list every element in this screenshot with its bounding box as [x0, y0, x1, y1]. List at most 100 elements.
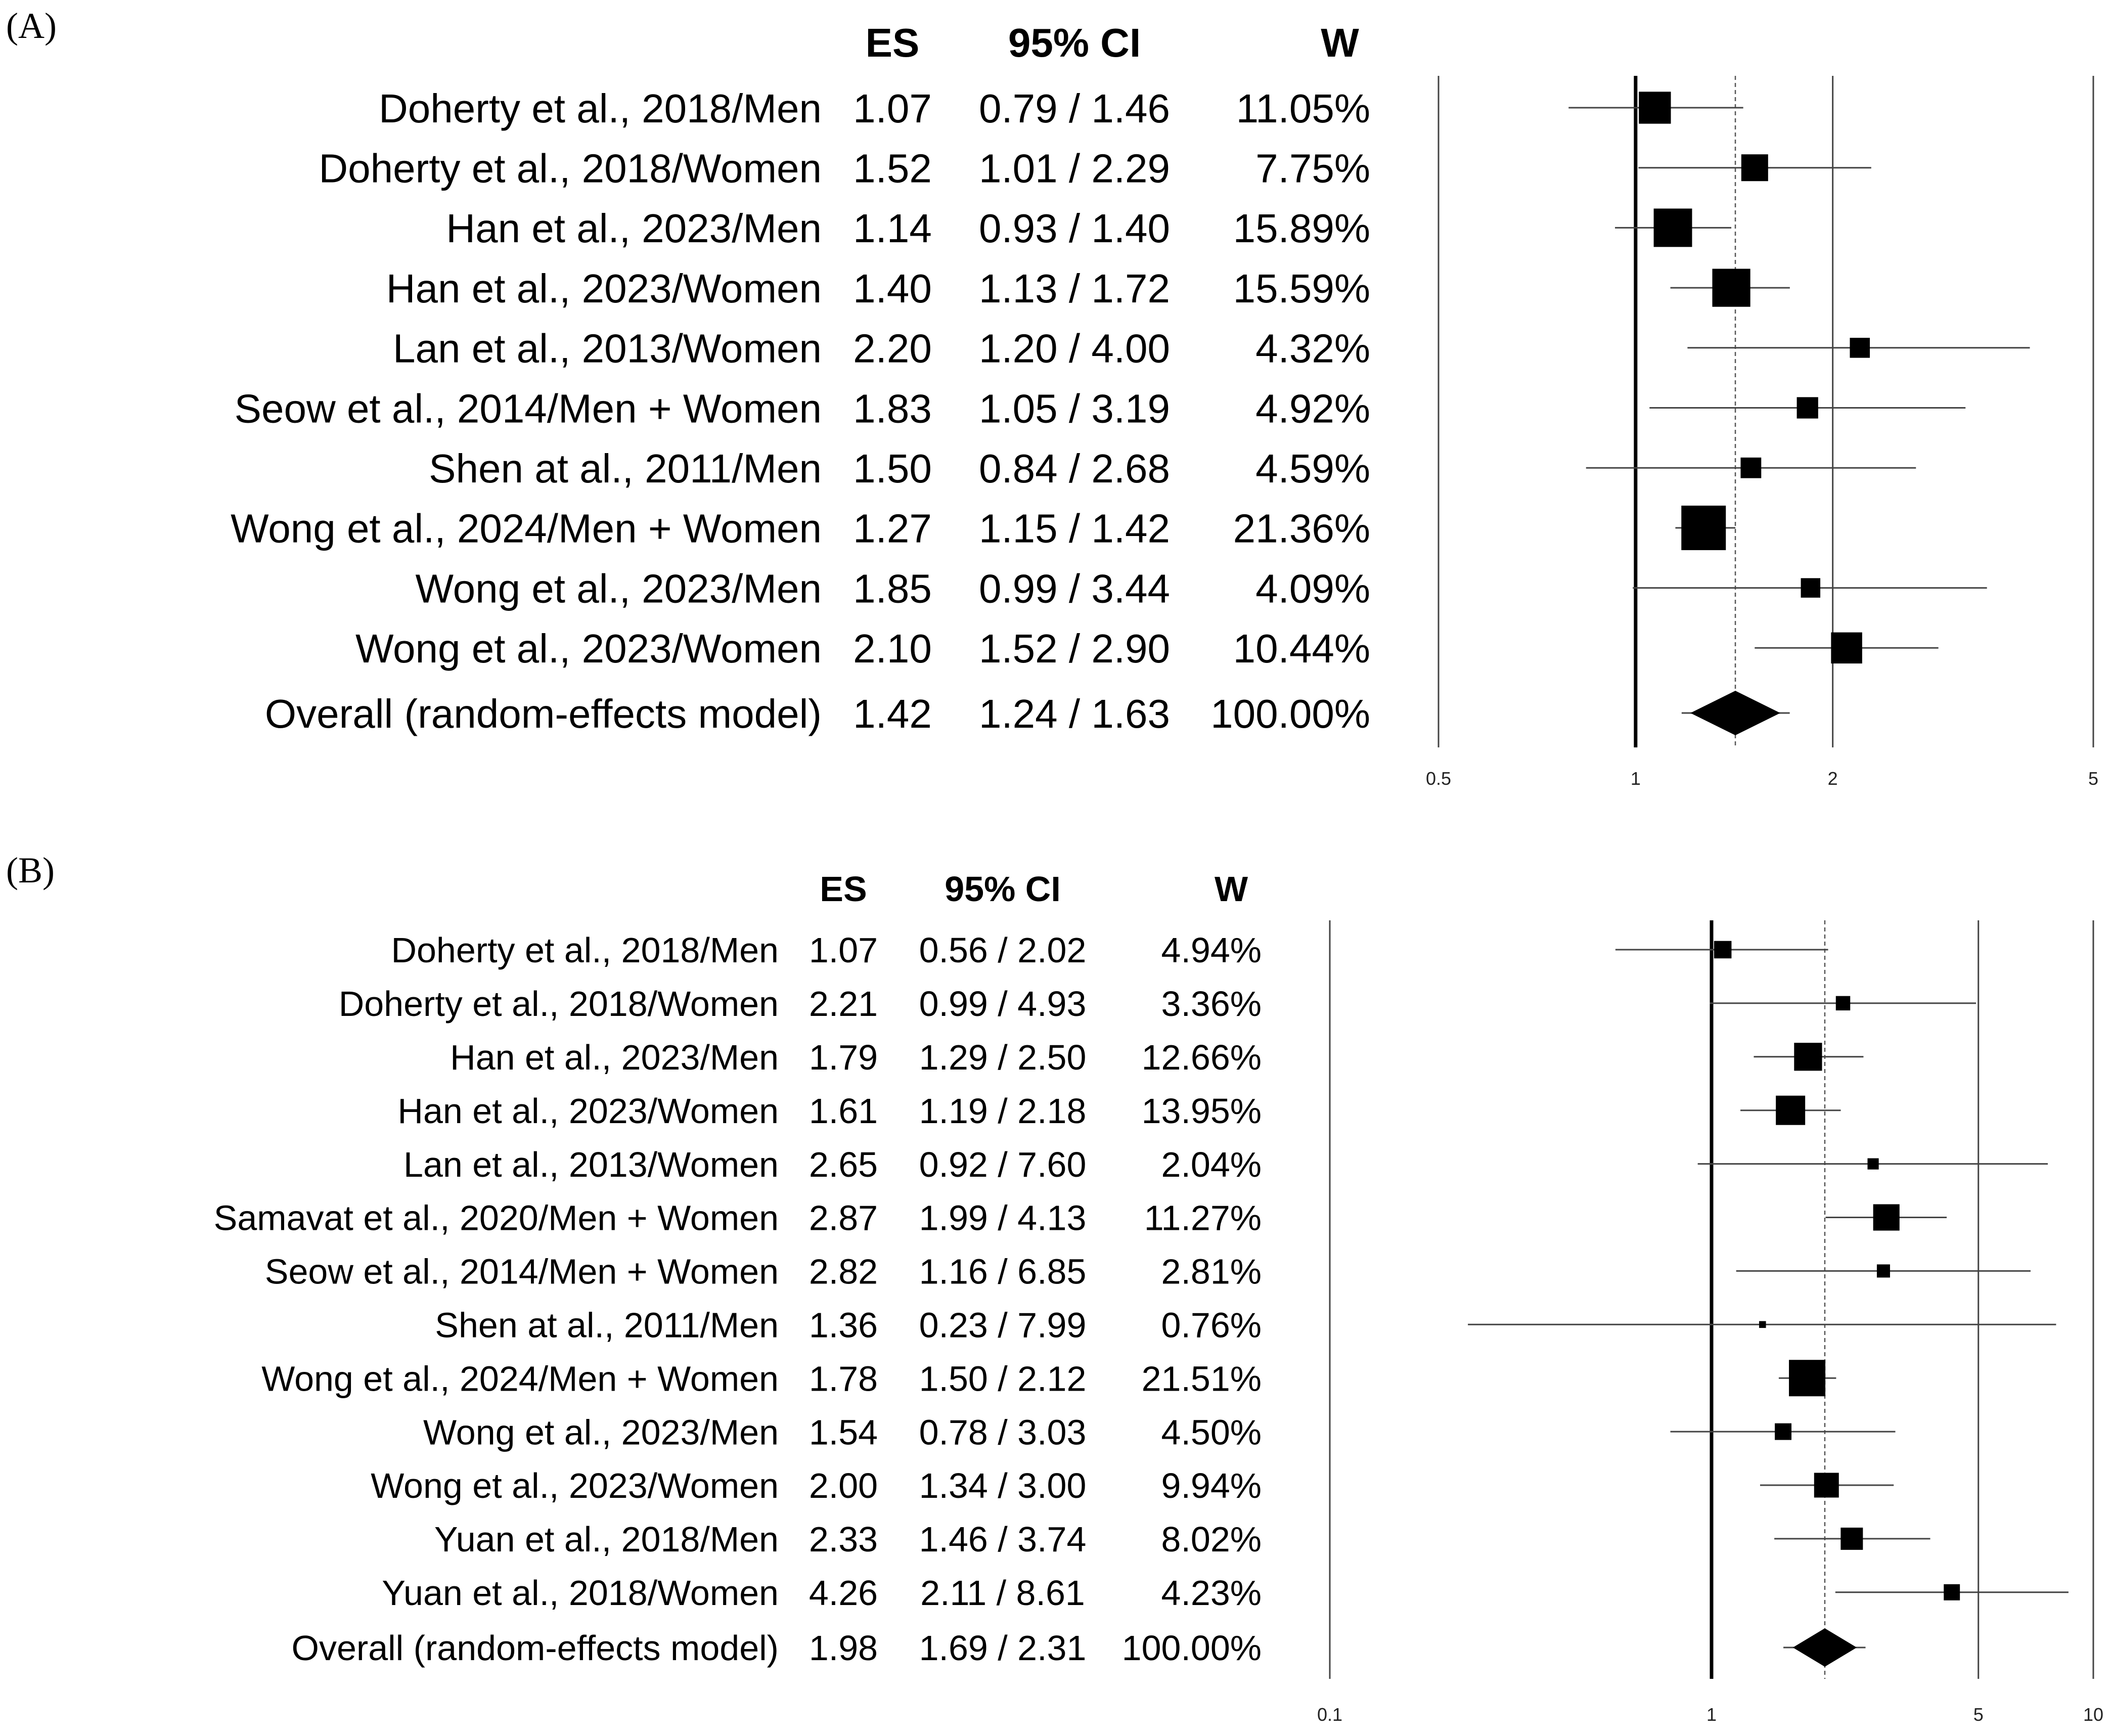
study-point-square — [1831, 632, 1862, 664]
overall-es: 1.98 — [809, 1628, 878, 1668]
study-es: 1.07 — [853, 86, 932, 131]
study-label: Samavat et al., 2020/Men + Women — [214, 1198, 779, 1238]
study-label: Wong et al., 2023/Women — [371, 1466, 779, 1505]
study-weight: 21.51% — [1142, 1359, 1262, 1398]
tick-label: 5 — [1973, 1704, 1984, 1725]
study-es: 1.27 — [853, 506, 932, 551]
study-weight: 11.05% — [1236, 86, 1370, 131]
study-es: 2.65 — [809, 1145, 878, 1184]
study-label: Doherty et al., 2018/Women — [319, 146, 822, 191]
study-es: 1.78 — [809, 1359, 878, 1398]
tick-label: 0.1 — [1317, 1704, 1342, 1725]
study-ci: 1.50 / 2.12 — [919, 1359, 1087, 1398]
study-ci: 2.11 / 8.61 — [920, 1573, 1085, 1613]
panel-label-a: (A) — [6, 6, 57, 46]
study-ci: 1.15 / 1.42 — [979, 506, 1170, 551]
forest-plot-a-svg: ES 95% CI W 0.5 1 2 5 Doherty et al., 2018/Men 1… — [231, 20, 2098, 789]
study-point-square — [1873, 1204, 1900, 1231]
study-point-square — [1876, 1264, 1890, 1278]
tick-label: 10 — [2083, 1704, 2103, 1725]
study-es: 1.61 — [809, 1091, 878, 1131]
study-label: Wong et al., 2023/Men — [423, 1412, 779, 1452]
study-label: Lan et al., 2013/Women — [403, 1145, 779, 1184]
study-point-square — [1775, 1423, 1792, 1440]
study-ci: 1.34 / 3.00 — [919, 1466, 1087, 1505]
study-es: 1.07 — [809, 930, 878, 970]
study-weight: 9.94% — [1161, 1466, 1262, 1505]
study-label: Lan et al., 2013/Women — [393, 326, 822, 371]
overall-weight: 100.00% — [1122, 1628, 1262, 1668]
study-es: 1.40 — [853, 266, 932, 311]
study-label: Doherty et al., 2018/Women — [339, 984, 779, 1023]
study-es: 2.87 — [809, 1198, 878, 1238]
study-label: Wong et al., 2024/Men + Women — [231, 506, 822, 551]
study-label: Han et al., 2023/Women — [386, 266, 822, 311]
overall-label: Overall (random-effects model) — [265, 691, 822, 736]
study-es: 1.54 — [809, 1412, 878, 1452]
study-ci: 1.05 / 3.19 — [979, 386, 1170, 431]
study-es: 1.85 — [853, 566, 932, 611]
study-label: Shen at al., 2011/Men — [435, 1306, 779, 1345]
forest-plot-b-svg: ES 95% CI W 0.1 1 5 10 Doherty et al., 2018/Men… — [214, 869, 2103, 1725]
study-weight: 0.76% — [1161, 1306, 1262, 1345]
study-weight: 7.75% — [1255, 146, 1370, 191]
study-ci: 0.56 / 2.02 — [919, 930, 1087, 970]
study-label: Wong et al., 2023/Women — [355, 626, 822, 671]
tick-label: 0.5 — [1426, 768, 1451, 789]
study-label: Yuan et al., 2018/Men — [434, 1520, 779, 1559]
study-label: Wong et al., 2024/Men + Women — [261, 1359, 779, 1398]
study-weight: 4.32% — [1255, 326, 1370, 371]
study-point-square — [1867, 1158, 1879, 1170]
study-point-square — [1712, 269, 1750, 307]
study-ci: 0.99 / 3.44 — [979, 566, 1170, 611]
study-ci: 1.46 / 3.74 — [919, 1520, 1087, 1559]
study-label: Han et al., 2023/Men — [450, 1038, 779, 1077]
study-es: 2.20 — [853, 326, 932, 371]
study-ci: 1.19 / 2.18 — [919, 1091, 1087, 1131]
column-header-1: 95% CI — [945, 869, 1061, 909]
study-point-square — [1740, 457, 1762, 478]
study-es: 1.83 — [853, 386, 932, 431]
column-header-2: W — [1215, 869, 1248, 909]
forest-plot-a: (A) ES 95% CI W 0.5 1 2 5 Doherty et al., 2018/… — [0, 0, 2111, 809]
study-es: 1.36 — [809, 1306, 878, 1345]
study-ci: 1.16 / 6.85 — [919, 1252, 1087, 1292]
study-point-square — [1801, 578, 1821, 598]
column-header-0: ES — [866, 20, 920, 65]
study-point-square — [1840, 1527, 1863, 1550]
study-point-square — [1714, 941, 1732, 959]
overall-es: 1.42 — [853, 691, 932, 736]
tick-label: 1 — [1631, 768, 1641, 789]
study-point-square — [1741, 154, 1768, 182]
study-weight: 15.89% — [1233, 206, 1370, 251]
study-ci: 0.78 / 3.03 — [919, 1412, 1087, 1452]
study-es: 1.52 — [853, 146, 932, 191]
overall-ci: 1.24 / 1.63 — [979, 691, 1170, 736]
study-weight: 21.36% — [1233, 506, 1370, 551]
study-ci: 0.92 / 7.60 — [919, 1145, 1087, 1184]
study-es: 1.14 — [853, 206, 932, 251]
study-ci: 0.93 / 1.40 — [979, 206, 1170, 251]
study-es: 1.50 — [853, 446, 932, 491]
tick-label: 1 — [1706, 1704, 1717, 1725]
study-point-square — [1653, 208, 1692, 247]
study-ci: 0.79 / 1.46 — [979, 86, 1170, 131]
study-ci: 1.13 / 1.72 — [979, 266, 1170, 311]
study-label: Seow et al., 2014/Men + Women — [235, 386, 822, 431]
study-weight: 15.59% — [1233, 266, 1370, 311]
study-es: 2.82 — [809, 1252, 878, 1292]
study-weight: 2.81% — [1161, 1252, 1262, 1292]
study-label: Seow et al., 2014/Men + Women — [265, 1252, 779, 1292]
study-point-square — [1776, 1095, 1806, 1125]
overall-label: Overall (random-effects model) — [292, 1628, 779, 1668]
study-point-square — [1944, 1584, 1960, 1600]
study-weight: 12.66% — [1142, 1038, 1262, 1077]
panel-label-b: (B) — [6, 850, 55, 891]
study-weight: 4.94% — [1161, 930, 1262, 970]
column-header-1: 95% CI — [1008, 20, 1141, 65]
study-ci: 1.20 / 4.00 — [979, 326, 1170, 371]
study-point-square — [1794, 1043, 1822, 1071]
column-header-0: ES — [820, 869, 867, 909]
study-weight: 4.09% — [1255, 566, 1370, 611]
column-header-2: W — [1321, 20, 1359, 65]
